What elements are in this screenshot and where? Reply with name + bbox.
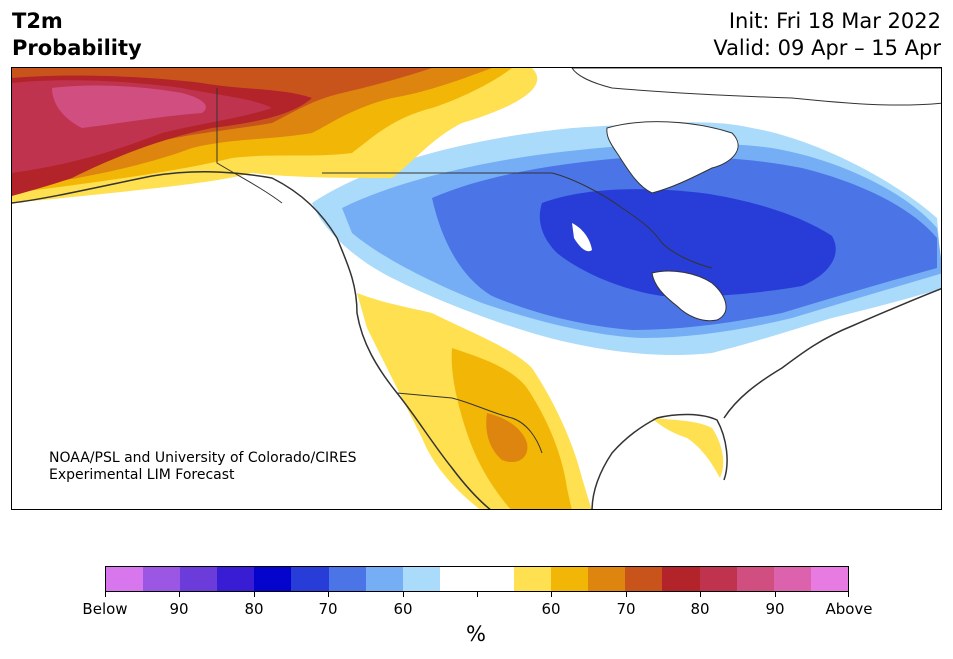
colorbar-segment	[365, 567, 403, 591]
map-title: T2m Probability	[12, 8, 142, 62]
colorbar-tick-label: 90	[765, 600, 785, 618]
colorbar-tick-labels: Below 90 80 70 60 60 70 80 90 Above	[82, 600, 872, 618]
title-type: Probability	[12, 36, 142, 60]
colorbar-segment	[143, 567, 181, 591]
arctic-islands	[571, 68, 941, 106]
colorbar-tick-label: 80	[244, 600, 264, 618]
colorbar-segment	[551, 567, 589, 591]
colorbar-segment	[662, 567, 700, 591]
colorbar-tick-label: 60	[541, 600, 561, 618]
credit-line-1: NOAA/PSL and University of Colorado/CIRE…	[49, 450, 357, 466]
colorbar-tick	[403, 592, 404, 597]
above-60-florida-region	[652, 418, 724, 478]
colorbar-tick	[179, 592, 180, 597]
colorbar-segment	[217, 567, 255, 591]
colorbar-tick	[105, 592, 106, 597]
us-mexico-border	[396, 392, 543, 454]
colorbar-tick-label: 60	[393, 600, 413, 618]
colorbar-tick	[254, 592, 255, 597]
alaska-border	[216, 88, 283, 204]
credit-text: NOAA/PSL and University of Colorado/CIRE…	[49, 450, 357, 484]
coastline	[12, 171, 941, 509]
colorbar-segment	[439, 567, 477, 591]
colorbar-segment	[476, 567, 515, 591]
colorbar-segment	[773, 567, 811, 591]
colorbar-tick-label: 90	[169, 600, 189, 618]
title-variable: T2m	[12, 9, 63, 33]
colorbar-tick	[626, 592, 627, 597]
colorbar-segment	[180, 567, 218, 591]
colorbar-tick-label: Below	[82, 600, 128, 618]
colorbar-tick-label: 70	[616, 600, 636, 618]
colorbar-segment	[106, 567, 144, 591]
init-date: Init: Fri 18 Mar 2022	[728, 9, 941, 33]
colorbar-segment	[736, 567, 774, 591]
colorbar-segment	[402, 567, 440, 591]
colorbar-tick	[700, 592, 701, 597]
great-lakes	[651, 270, 727, 322]
us-canada-border	[322, 172, 713, 269]
colorbar-segment	[810, 567, 848, 591]
colorbar-tick	[477, 592, 478, 597]
below-90-region	[539, 189, 836, 297]
colorbar-segment	[291, 567, 329, 591]
colorbar-tick	[551, 592, 552, 597]
lake-winnipeg	[572, 223, 592, 252]
above-80-south-region	[486, 413, 528, 463]
colorbar	[105, 566, 849, 592]
above-120-north-region	[52, 85, 206, 128]
credit-line-2: Experimental LIM Forecast	[49, 467, 235, 483]
colorbar-segment	[328, 567, 366, 591]
forecast-dates: Init: Fri 18 Mar 2022 Valid: 09 Apr – 15…	[713, 8, 941, 62]
colorbar-tick-label: Above	[825, 600, 873, 618]
map-panel	[11, 67, 942, 510]
colorbar-ticks	[105, 592, 849, 598]
colorbar-segment	[588, 567, 626, 591]
probability-map	[12, 68, 941, 509]
colorbar-tick	[328, 592, 329, 597]
colorbar-segment	[699, 567, 737, 591]
colorbar-tick	[775, 592, 776, 597]
colorbar-tick-label: 80	[690, 600, 710, 618]
colorbar-unit: %	[466, 622, 486, 646]
colorbar-tick	[848, 592, 849, 597]
colorbar-segment	[625, 567, 663, 591]
colorbar-tick-label: 70	[318, 600, 338, 618]
colorbar-segment	[514, 567, 552, 591]
valid-date: Valid: 09 Apr – 15 Apr	[713, 36, 941, 60]
colorbar-segment	[254, 567, 292, 591]
hudson-bay	[606, 121, 739, 194]
